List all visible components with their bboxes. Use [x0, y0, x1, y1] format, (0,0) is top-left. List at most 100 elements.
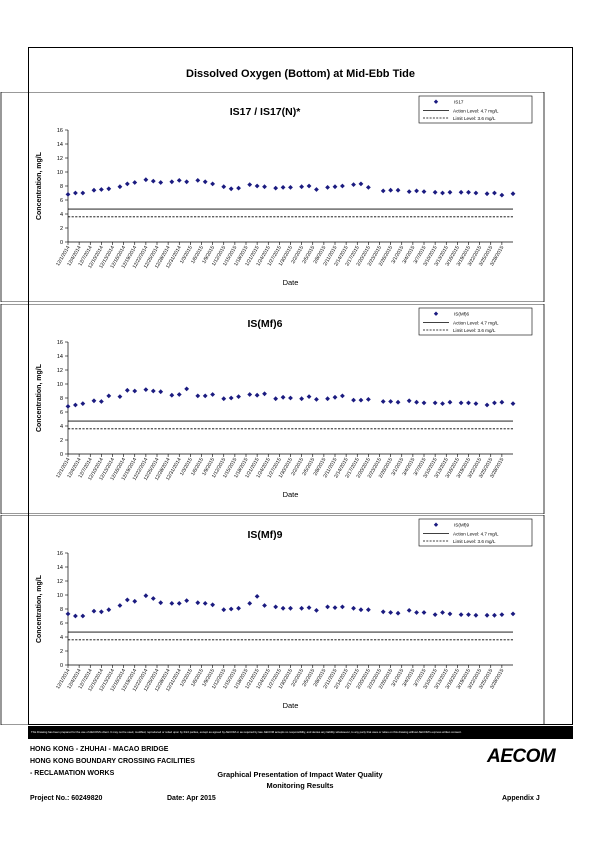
y-tick-label: 14 — [57, 565, 63, 571]
data-point — [262, 603, 267, 608]
chart-title: IS(Mf)9 — [248, 529, 283, 541]
data-point — [432, 189, 438, 195]
data-point — [176, 601, 182, 606]
y-tick-label: 2 — [60, 226, 63, 232]
data-point — [440, 190, 445, 196]
data-point — [195, 393, 201, 399]
y-tick-label: 6 — [60, 410, 63, 416]
y-tick-label: 16 — [57, 340, 63, 346]
data-point — [421, 610, 427, 615]
data-point — [202, 179, 208, 185]
aecom-logo: AECOM — [487, 746, 556, 767]
y-tick-label: 14 — [57, 142, 63, 148]
data-point — [499, 192, 505, 198]
project-name-line1: HONG KONG - ZHUHAI - MACAO BRIDGE — [30, 746, 169, 753]
legend-box — [418, 518, 533, 547]
appendix-label: Appendix J — [502, 795, 540, 802]
legend-item-action: Action Level: 4.7 mg/L — [453, 320, 499, 325]
data-point — [306, 394, 312, 399]
legend-marker-icon — [433, 311, 439, 316]
data-point — [299, 396, 305, 402]
page-title: Dissolved Oxygen (Bottom) at Mid-Ebb Tid… — [186, 68, 415, 80]
data-point — [466, 189, 471, 195]
data-point — [106, 393, 112, 399]
y-axis-label: Concentration, mg/L — [36, 574, 43, 643]
y-tick-label: 2 — [60, 438, 63, 444]
x-axis-label: Date — [283, 701, 299, 710]
chart-title: IS(Mf)6 — [248, 318, 283, 330]
data-point — [358, 181, 364, 187]
data-point — [273, 185, 279, 191]
data-point — [447, 611, 453, 617]
data-point — [106, 186, 112, 192]
data-point — [195, 600, 201, 606]
y-tick-label: 8 — [60, 607, 63, 613]
data-point — [447, 189, 453, 195]
data-point — [91, 187, 97, 193]
data-point — [176, 178, 182, 183]
legend: IS(Mf)9 Action Level: 4.7 mg/L Limit Level… — [418, 518, 533, 547]
legend: IS17 Action Level: 4.7 mg/L Limit Level: 3… — [418, 95, 533, 124]
y-tick-label: 0 — [60, 240, 63, 246]
data-point — [395, 187, 401, 193]
data-point — [358, 607, 364, 613]
project-name-line3: - RECLAMATION WORKS — [30, 770, 115, 777]
data-point — [247, 182, 253, 187]
data-point — [440, 401, 445, 406]
data-point — [388, 399, 394, 404]
data-point — [247, 392, 253, 397]
data-point — [184, 179, 190, 185]
data-point — [340, 183, 345, 189]
data-point — [236, 605, 241, 611]
data-point — [158, 180, 164, 185]
data-point — [432, 400, 438, 406]
data-point — [169, 392, 175, 398]
data-point — [106, 607, 112, 613]
data-point — [117, 603, 123, 608]
data-point — [254, 183, 260, 189]
data-point — [306, 605, 312, 610]
y-axis-label: Concentration, mg/L — [36, 363, 43, 432]
data-point — [228, 186, 234, 192]
chart-panel-is17: IS17 / IS17(N)* IS17 Action Level: 4.7 mg/… — [0, 92, 601, 302]
data-point — [210, 392, 216, 397]
data-point — [150, 388, 156, 394]
data-point — [262, 391, 267, 397]
document-title-line1: Graphical Presentation of Impact Water Q… — [217, 770, 383, 779]
data-point — [202, 393, 208, 399]
y-tick-label: 6 — [60, 198, 63, 204]
y-tick-label: 0 — [60, 452, 63, 458]
data-point — [80, 190, 86, 196]
data-point — [210, 602, 216, 608]
data-point — [73, 613, 78, 619]
data-point — [332, 605, 338, 610]
data-point — [358, 397, 364, 403]
data-point — [98, 187, 104, 192]
data-point — [158, 600, 164, 606]
data-point — [280, 185, 286, 190]
legend-box — [418, 95, 533, 124]
data-point — [236, 185, 241, 191]
legend-item-limit: Limit Level: 3.6 mg/L — [453, 539, 496, 544]
legend-item-action: Action Level: 4.7 mg/L — [453, 531, 499, 536]
chart-frame — [0, 515, 545, 725]
data-point — [499, 612, 505, 617]
chart-svg: IS17 / IS17(N)* IS17 Action Level: 4.7 mg/… — [0, 92, 545, 302]
data-point — [314, 187, 319, 192]
data-point — [380, 609, 386, 615]
data-point — [288, 605, 293, 611]
y-tick-label: 12 — [57, 368, 63, 374]
data-point — [510, 191, 516, 197]
legend: IS(Mf)6 Action Level: 4.7 mg/L Limit Level… — [418, 307, 533, 336]
data-point — [221, 607, 227, 613]
data-point — [273, 396, 279, 402]
data-point — [499, 399, 505, 405]
data-point — [247, 601, 253, 606]
disclaimer-bar: This Drawing has been prepared for the u… — [28, 726, 573, 739]
data-point — [169, 179, 175, 185]
data-point — [143, 593, 149, 599]
y-tick-label: 10 — [57, 593, 63, 599]
data-point — [440, 610, 445, 615]
y-axis-label: Concentration, mg/L — [36, 151, 43, 220]
data-point — [210, 181, 216, 187]
